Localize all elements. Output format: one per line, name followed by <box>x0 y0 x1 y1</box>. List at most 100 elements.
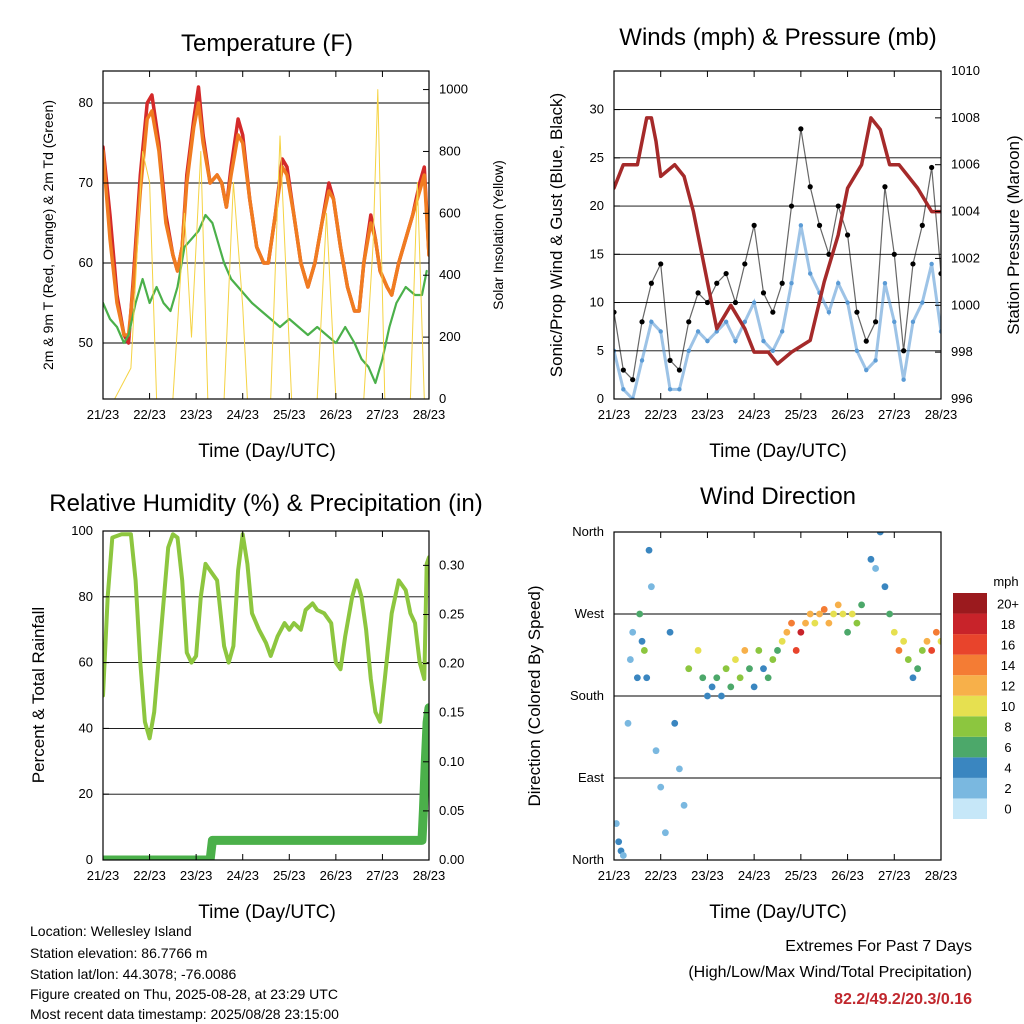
direction-point <box>764 674 772 682</box>
y2-tick-label: 0.25 <box>439 606 464 621</box>
winds-y2-ticks: 996 998 1000 1002 1004 1006 1008 1010 <box>935 63 980 406</box>
direction-point <box>783 628 791 636</box>
wind-direction-panel: Wind Direction North East South West North 2… <box>525 483 1019 923</box>
y-tick-label: 10 <box>590 295 604 310</box>
x-tick-label: 27/23 <box>366 407 399 422</box>
x-tick-label: 24/23 <box>738 407 771 422</box>
direction-point <box>741 647 749 654</box>
y-tick-label: 20 <box>79 786 93 801</box>
winds-ylabel: Sonic/Prop Wind & Gust (Blue, Black) <box>547 93 566 377</box>
y2-tick-label: 0.30 <box>439 557 464 572</box>
direction-point <box>788 619 795 627</box>
direction-point <box>923 637 931 645</box>
direction-point <box>853 619 861 627</box>
direction-point <box>657 783 665 791</box>
direction-point <box>614 820 620 827</box>
direction-point <box>914 665 922 673</box>
y2-tick-label: 0.00 <box>439 852 464 867</box>
direction-point <box>848 610 856 618</box>
humidity-y2-ticks: 0.00 0.05 0.10 0.15 0.20 0.25 0.30 <box>423 557 464 867</box>
y2-tick-label: 0 <box>439 391 446 406</box>
legend-swatch <box>953 613 987 635</box>
legend-swatch <box>953 675 987 696</box>
direction-point <box>638 637 646 645</box>
direction-point <box>671 719 679 727</box>
legend-label: 12 <box>1001 678 1015 693</box>
direction-point <box>727 683 735 691</box>
direction-point <box>645 546 653 554</box>
direction-point <box>629 628 637 636</box>
y2-tick-label: 996 <box>951 391 973 406</box>
legend-swatch <box>953 798 987 819</box>
x-tick-label: 27/23 <box>878 868 911 883</box>
x-tick-label: 26/23 <box>320 407 353 422</box>
direction-point <box>750 683 758 691</box>
series-line <box>103 85 429 345</box>
winds-xlabel: Time (Day/UTC) <box>709 441 847 462</box>
direction-point <box>937 637 941 645</box>
legend-swatch <box>953 757 987 778</box>
legend-swatch <box>953 654 987 676</box>
y2-tick-label: 0.15 <box>439 705 464 720</box>
x-tick-label: 22/23 <box>133 407 166 422</box>
x-tick-label: 22/23 <box>133 868 166 883</box>
y-tick-label: North <box>572 524 604 539</box>
y2-tick-label: 0.05 <box>439 803 464 818</box>
y-tick-label: 60 <box>79 255 93 270</box>
y-tick-label: 0 <box>86 852 93 867</box>
legend-label: 20+ <box>997 596 1019 611</box>
direction-point <box>872 565 879 572</box>
winds-panel: Winds (mph) & Pressure (mb) 0 5 10 15 20 25 30… <box>547 24 1023 462</box>
station-elevation: Station elevation: 86.7766 m <box>30 945 207 961</box>
temperature-frame <box>102 70 430 400</box>
extremes-block: Extremes For Past 7 Days (High/Low/Max W… <box>688 938 972 1008</box>
x-tick-label: 24/23 <box>738 868 771 883</box>
humidity-y-ticks: 0 20 40 60 80 100 <box>71 523 109 867</box>
y2-tick-label: 200 <box>439 329 461 344</box>
y-tick-label: 50 <box>79 335 93 350</box>
x-tick-label: 23/23 <box>691 868 724 883</box>
y-tick-label: 60 <box>79 655 93 670</box>
y-tick-label: East <box>578 770 604 785</box>
y2-tick-label: 0.20 <box>439 656 464 671</box>
direction-point <box>825 619 833 627</box>
temperature-y-ticks: 50 60 70 80 <box>79 95 109 350</box>
extremes-subtitle: (High/Low/Max Wind/Total Precipitation) <box>688 964 972 981</box>
x-tick-label: 25/23 <box>273 407 306 422</box>
temperature-y2-ticks: 0 200 400 600 800 1000 <box>423 82 468 406</box>
winds-title: Winds (mph) & Pressure (mb) <box>619 24 936 51</box>
y-tick-label: 20 <box>590 198 604 213</box>
humidity-frame <box>102 530 430 861</box>
series-line <box>103 532 429 741</box>
direction-point <box>661 829 669 837</box>
temperature-series <box>103 85 429 399</box>
y2-tick-label: 600 <box>439 205 461 220</box>
wind-direction-x-ticks: 21/23 22/23 23/23 24/23 25/23 26/23 27/23 28/23 <box>598 532 957 883</box>
direction-point <box>900 637 908 645</box>
winds-y2label: Station Pressure (Maroon) <box>1004 135 1023 334</box>
temperature-xlabel: Time (Day/UTC) <box>198 441 336 462</box>
legend-title: mph <box>993 574 1018 589</box>
direction-point <box>806 610 814 618</box>
direction-point <box>615 838 623 846</box>
y2-tick-label: 1006 <box>951 157 980 172</box>
winds-series <box>614 116 941 399</box>
x-tick-label: 21/23 <box>598 868 631 883</box>
x-tick-label: 21/23 <box>87 868 120 883</box>
legend-label: 4 <box>1004 761 1011 776</box>
x-tick-label: 24/23 <box>226 407 259 422</box>
extremes-values: 82.2/49.2/20.3/0.16 <box>834 991 972 1008</box>
y2-tick-label: 800 <box>439 143 461 158</box>
direction-point <box>769 656 777 663</box>
figure-created: Figure created on Thu, 2025-08-28, at 23… <box>30 986 338 1002</box>
direction-point <box>876 532 884 536</box>
legend-swatch <box>953 695 987 717</box>
temperature-title: Temperature (F) <box>181 30 353 57</box>
x-tick-label: 26/23 <box>831 868 864 883</box>
series-line <box>103 703 429 860</box>
station-location: Location: Wellesley Island <box>30 923 192 939</box>
legend-label: 2 <box>1004 781 1011 796</box>
y2-tick-label: 1004 <box>951 204 980 219</box>
x-tick-label: 25/23 <box>273 868 306 883</box>
